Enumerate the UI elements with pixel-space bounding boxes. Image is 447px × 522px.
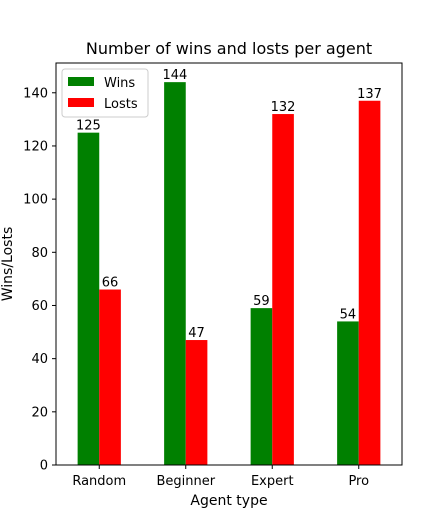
y-axis-label: Wins/Losts xyxy=(0,227,16,302)
legend-swatch-wins xyxy=(68,77,94,86)
x-axis-label: Agent type xyxy=(190,493,267,509)
x-axis: Random Beginner Expert Pro xyxy=(72,465,369,489)
data-label-losts-beginner: 47 xyxy=(188,326,205,341)
y-tick-label: 120 xyxy=(23,139,48,154)
data-label-wins-expert: 59 xyxy=(253,294,270,309)
data-labels-layer: 125 66 144 47 59 132 54 137 xyxy=(76,68,382,341)
y-tick-label: 80 xyxy=(31,246,48,261)
y-axis: 0 20 40 60 80 100 120 140 xyxy=(23,86,56,474)
x-tick-label-pro: Pro xyxy=(348,474,369,489)
data-label-wins-pro: 54 xyxy=(340,307,357,322)
x-tick-label-expert: Expert xyxy=(251,474,294,489)
y-tick-label: 100 xyxy=(23,193,48,208)
chart-title: Number of wins and losts per agent xyxy=(86,39,372,58)
bar-wins-pro xyxy=(337,321,359,465)
data-label-losts-random: 66 xyxy=(102,276,119,291)
legend: Wins Losts xyxy=(61,68,149,118)
plot-area-frame xyxy=(55,62,403,466)
x-tick-label-random: Random xyxy=(72,474,126,489)
bar-wins-beginner xyxy=(164,82,186,466)
y-tick-label: 40 xyxy=(31,352,48,367)
y-tick-label: 60 xyxy=(31,299,48,314)
bar-losts-random xyxy=(99,289,121,465)
bars-layer xyxy=(77,82,381,466)
data-label-losts-expert: 132 xyxy=(271,100,296,115)
bar-wins-random xyxy=(77,132,100,465)
legend-label-losts: Losts xyxy=(104,97,138,112)
bar-wins-expert xyxy=(250,308,273,465)
y-tick-label: 20 xyxy=(31,405,48,420)
y-tick-label: 0 xyxy=(40,459,48,474)
bar-losts-beginner xyxy=(185,340,208,465)
data-label-losts-pro: 137 xyxy=(357,87,382,102)
legend-label-wins: Wins xyxy=(104,76,135,91)
x-tick-label-beginner: Beginner xyxy=(156,474,215,489)
data-label-wins-beginner: 144 xyxy=(163,68,188,83)
bar-losts-expert xyxy=(272,114,294,466)
bar-losts-pro xyxy=(358,100,381,465)
legend-swatch-losts xyxy=(68,98,94,107)
y-tick-label: 140 xyxy=(23,86,48,101)
data-label-wins-random: 125 xyxy=(76,119,101,134)
